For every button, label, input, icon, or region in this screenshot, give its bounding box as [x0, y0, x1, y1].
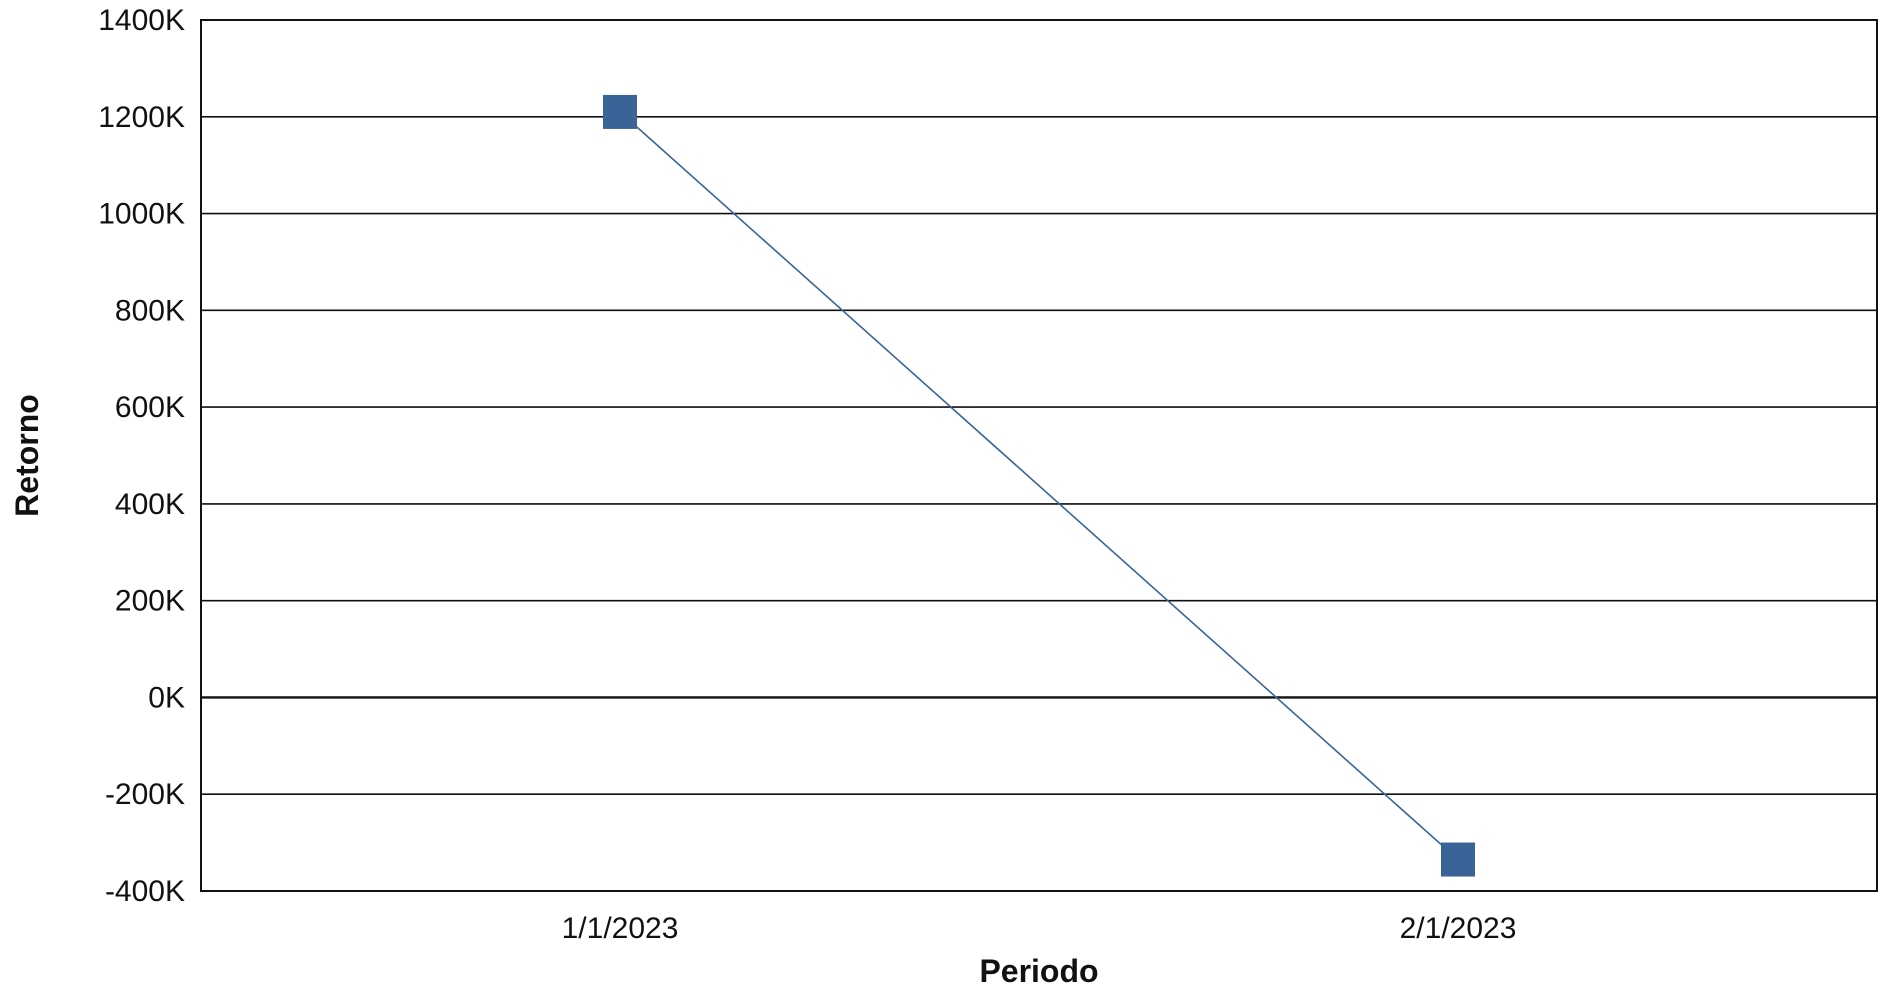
y-tick-label: -200K — [105, 778, 185, 811]
y-tick-label: 1200K — [98, 101, 185, 134]
series-line — [619, 111, 1459, 861]
y-axis-ticks: -400K -200K 0K 200K 400K 600K 800K 1000K 1200K 14… — [98, 4, 185, 908]
y-tick-label: 1000K — [98, 198, 185, 231]
series-layer — [603, 94, 1475, 877]
y-tick-label: 0K — [148, 681, 185, 714]
x-axis-ticks: 1/1/2023 2/1/2023 — [562, 912, 1517, 945]
y-axis-title: Retorno — [9, 394, 45, 517]
plot-area-frame — [200, 19, 1878, 892]
y-tick-label: 200K — [115, 585, 185, 618]
y-tick-label: -400K — [105, 875, 185, 908]
y-tick-label: 600K — [115, 391, 185, 424]
y-tick-label: 400K — [115, 488, 185, 521]
y-tick-label: 800K — [115, 294, 185, 327]
x-tick-label: 2/1/2023 — [1400, 912, 1517, 945]
gridlines — [201, 115, 1877, 796]
x-axis-title: Periodo — [979, 953, 1098, 989]
x-tick-label: 1/1/2023 — [562, 912, 679, 945]
data-point-marker — [603, 94, 637, 129]
data-point-marker — [1441, 842, 1475, 877]
y-tick-label: 1400K — [98, 4, 185, 37]
